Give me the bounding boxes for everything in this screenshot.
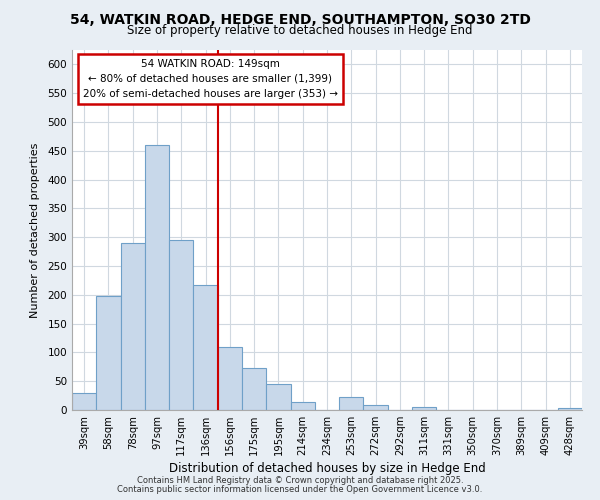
Text: Contains HM Land Registry data © Crown copyright and database right 2025.: Contains HM Land Registry data © Crown c…: [137, 476, 463, 485]
X-axis label: Distribution of detached houses by size in Hedge End: Distribution of detached houses by size …: [169, 462, 485, 475]
Bar: [96, 296, 121, 410]
Bar: [266, 384, 290, 410]
Bar: [558, 408, 582, 410]
Bar: [242, 368, 266, 410]
Text: Size of property relative to detached houses in Hedge End: Size of property relative to detached ho…: [127, 24, 473, 37]
Y-axis label: Number of detached properties: Number of detached properties: [31, 142, 40, 318]
Text: Contains public sector information licensed under the Open Government Licence v3: Contains public sector information licen…: [118, 485, 482, 494]
Bar: [412, 407, 436, 410]
Bar: [121, 243, 145, 410]
Text: 54 WATKIN ROAD: 149sqm
← 80% of detached houses are smaller (1,399)
20% of semi-: 54 WATKIN ROAD: 149sqm ← 80% of detached…: [83, 59, 338, 98]
Bar: [145, 145, 169, 410]
Bar: [169, 240, 193, 410]
Bar: [290, 402, 315, 410]
Text: 54, WATKIN ROAD, HEDGE END, SOUTHAMPTON, SO30 2TD: 54, WATKIN ROAD, HEDGE END, SOUTHAMPTON,…: [70, 12, 530, 26]
Bar: [339, 398, 364, 410]
Bar: [218, 346, 242, 410]
Bar: [364, 406, 388, 410]
Bar: [72, 392, 96, 410]
Bar: [193, 285, 218, 410]
